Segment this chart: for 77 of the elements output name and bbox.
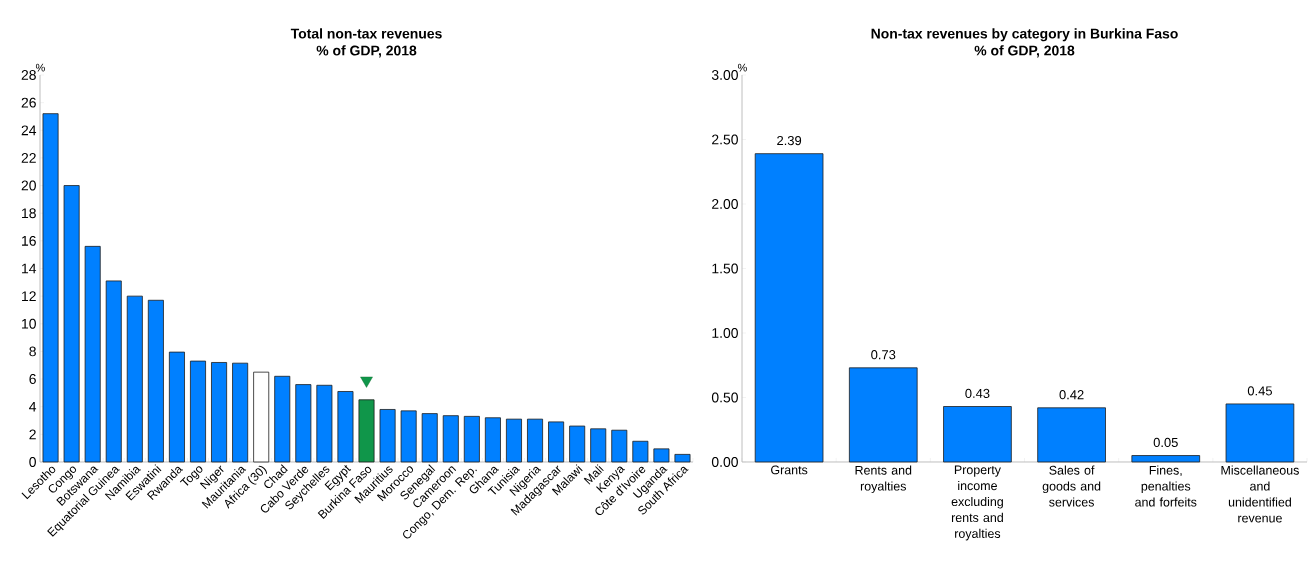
y-tick-label: 2.00 — [712, 199, 738, 209]
bar — [463, 415, 480, 463]
chart-subtitle: % of GDP, 2018 — [974, 45, 1075, 58]
bar — [211, 362, 228, 463]
bar — [126, 295, 143, 463]
bar — [484, 417, 501, 463]
bar — [232, 362, 249, 463]
bar — [527, 418, 544, 463]
y-tick-label: 0 — [29, 457, 36, 467]
bar — [548, 421, 565, 463]
data-label: 0.73 — [871, 350, 896, 360]
bar — [1225, 403, 1295, 463]
bar — [653, 448, 670, 463]
data-label: 0.43 — [965, 388, 990, 398]
bar — [848, 367, 918, 463]
y-tick-label: 14 — [22, 263, 37, 274]
y-tick-label: 8 — [29, 346, 36, 357]
y-tick-label: 4 — [29, 401, 37, 412]
bar — [190, 360, 206, 463]
y-axis-title: % — [737, 63, 747, 72]
bar — [400, 410, 417, 463]
bar — [147, 299, 164, 463]
data-label: 0.05 — [1153, 437, 1178, 448]
bar — [674, 453, 691, 463]
x-tick-label: Fines, penalties and forfeits — [1135, 465, 1197, 507]
data-label: 2.39 — [777, 135, 802, 146]
bar — [253, 371, 270, 463]
x-tick-label: Rents and royalties — [855, 465, 912, 494]
x-tick-label: Property income excluding rents and royalties — [951, 465, 1003, 541]
bar — [632, 440, 649, 463]
y-tick-label: 10 — [22, 318, 36, 329]
y-axis-title: % — [35, 63, 45, 72]
bar — [358, 399, 375, 463]
y-tick-label: 28 — [21, 70, 36, 80]
y-tick-label: 6 — [29, 374, 36, 384]
y-tick-label: 20 — [21, 180, 36, 191]
y-tick-label: 0.00 — [711, 457, 738, 467]
y-tick-label: 1.00 — [712, 328, 738, 338]
y-tick-label: 24 — [21, 125, 37, 136]
data-label: 0.42 — [1059, 390, 1084, 400]
bar — [421, 413, 438, 463]
y-tick-label: 26 — [21, 97, 36, 108]
bar — [590, 428, 607, 463]
bar — [63, 185, 80, 463]
chart-title: Non-tax revenues by category in Burkina Faso — [871, 28, 1178, 42]
y-tick-label: 12 — [22, 291, 36, 301]
y-tick-label: 3.00 — [711, 70, 738, 80]
bar — [943, 406, 1012, 463]
bar — [316, 384, 333, 463]
y-tick-label: 2.50 — [712, 134, 738, 145]
bar — [274, 375, 291, 463]
bar — [379, 409, 396, 463]
bar — [505, 418, 522, 463]
bar — [754, 153, 824, 463]
y-tick-label: 16 — [22, 235, 36, 246]
data-label: 0.45 — [1247, 386, 1272, 396]
bar — [442, 415, 459, 463]
bar — [168, 351, 185, 463]
y-tick-label: 2 — [29, 429, 36, 440]
bar — [42, 113, 59, 463]
bar — [337, 391, 354, 463]
bar — [1131, 455, 1201, 463]
x-tick-label: Miscellaneous and unidentified revenue — [1221, 465, 1299, 523]
x-tick-label: Sales of goods and services — [1042, 465, 1101, 507]
bar — [569, 425, 586, 463]
bar — [1037, 407, 1106, 463]
bar — [611, 429, 628, 463]
y-tick-label: 22 — [21, 153, 36, 163]
x-tick-label: Grants — [771, 465, 808, 475]
y-tick-label: 0.50 — [711, 392, 738, 403]
chart-title: Total non-tax revenues — [290, 28, 442, 39]
bar — [105, 280, 122, 463]
bar — [84, 245, 101, 463]
bar — [295, 384, 312, 463]
chart-subtitle: % of GDP, 2018 — [316, 45, 417, 58]
y-tick-label: 1.50 — [712, 263, 738, 274]
y-tick-label: 18 — [22, 208, 36, 219]
